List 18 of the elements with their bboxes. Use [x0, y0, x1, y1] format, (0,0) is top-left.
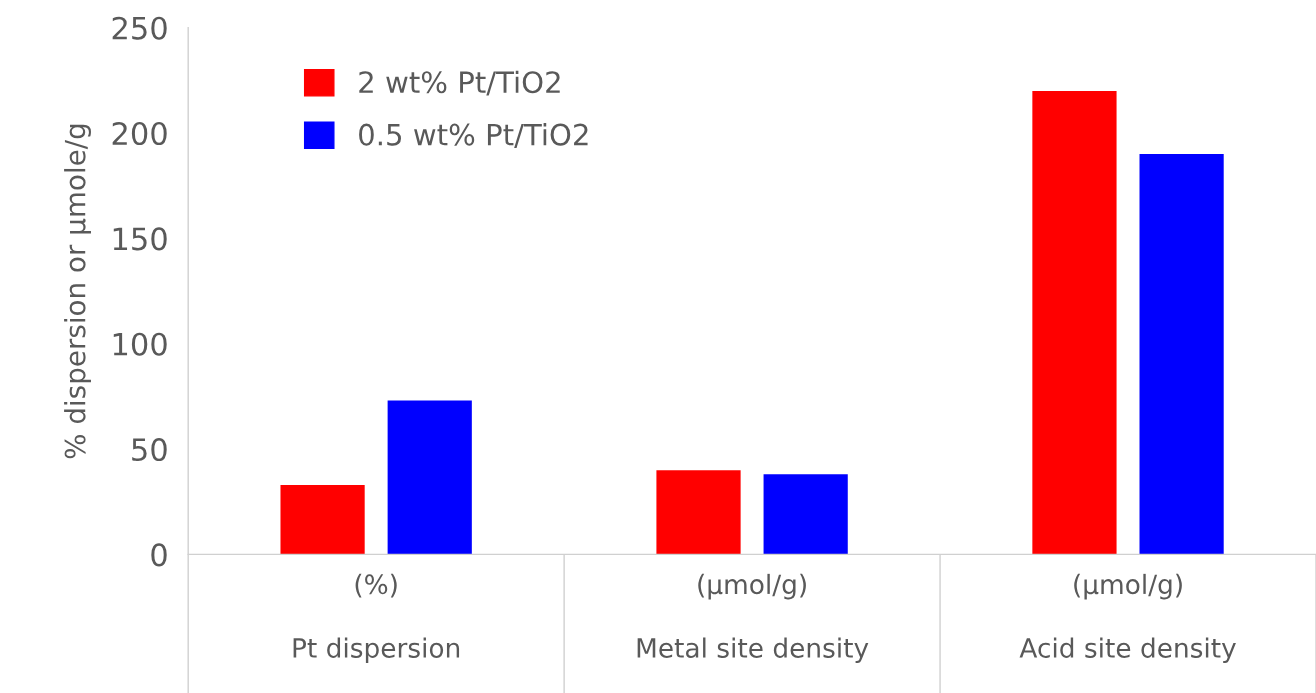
bar — [763, 474, 848, 555]
y-tick-label: 100 — [113, 332, 167, 356]
legend-label: 0.5 wt% Pt/TiO2 — [359, 123, 588, 148]
bar — [1032, 90, 1117, 555]
bar — [387, 400, 472, 555]
y-tick-label: 0 — [151, 543, 167, 567]
bar — [1139, 154, 1224, 555]
y-tick-label: 150 — [113, 227, 167, 251]
category-label: (µmol/g) Acid site density — [1019, 573, 1236, 664]
y-tick-label: 50 — [132, 437, 167, 462]
y-tick-label: 250 — [112, 16, 167, 40]
category-label: (µmol/g) Metal site density — [637, 573, 869, 664]
y-tick-label: 200 — [112, 121, 167, 146]
bar — [656, 470, 741, 555]
category-label: (%) Pt dispersion — [293, 573, 460, 664]
bar — [280, 484, 365, 555]
legend-label: 2 wt% Pt/TiO2 — [359, 70, 560, 96]
y-axis-title: % dispersion or µmole/g — [64, 124, 91, 459]
